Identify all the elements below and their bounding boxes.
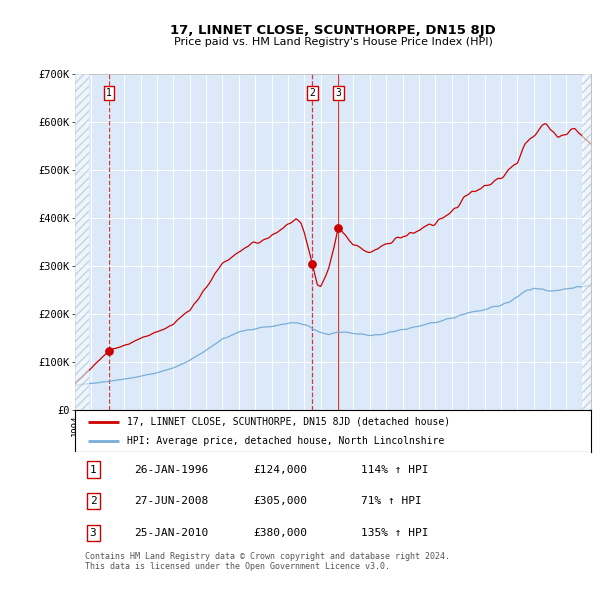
Text: £305,000: £305,000 — [253, 496, 307, 506]
Text: 17, LINNET CLOSE, SCUNTHORPE, DN15 8JD (detached house): 17, LINNET CLOSE, SCUNTHORPE, DN15 8JD (… — [127, 417, 450, 427]
Text: Price paid vs. HM Land Registry's House Price Index (HPI): Price paid vs. HM Land Registry's House … — [173, 37, 493, 47]
Point — [308, 259, 317, 268]
Text: 1: 1 — [106, 88, 112, 98]
Text: 27-JUN-2008: 27-JUN-2008 — [134, 496, 209, 506]
Text: 26-JAN-1996: 26-JAN-1996 — [134, 464, 209, 474]
Text: 114% ↑ HPI: 114% ↑ HPI — [361, 464, 429, 474]
Bar — [582, 74, 591, 410]
Text: 25-JAN-2010: 25-JAN-2010 — [134, 528, 209, 538]
Text: 2: 2 — [89, 496, 97, 506]
Text: £380,000: £380,000 — [253, 528, 307, 538]
Text: HPI: Average price, detached house, North Lincolnshire: HPI: Average price, detached house, Nort… — [127, 435, 444, 445]
Text: 17, LINNET CLOSE, SCUNTHORPE, DN15 8JD: 17, LINNET CLOSE, SCUNTHORPE, DN15 8JD — [170, 24, 496, 37]
Point — [334, 223, 343, 232]
Text: 71% ↑ HPI: 71% ↑ HPI — [361, 496, 422, 506]
Text: 3: 3 — [89, 528, 97, 538]
Text: £124,000: £124,000 — [253, 464, 307, 474]
Bar — [75, 74, 89, 410]
Point — [104, 346, 114, 355]
Text: Contains HM Land Registry data © Crown copyright and database right 2024.
This d: Contains HM Land Registry data © Crown c… — [85, 552, 451, 571]
Text: 3: 3 — [335, 88, 341, 98]
Text: 1: 1 — [89, 464, 97, 474]
Text: 2: 2 — [310, 88, 315, 98]
Text: 135% ↑ HPI: 135% ↑ HPI — [361, 528, 429, 538]
